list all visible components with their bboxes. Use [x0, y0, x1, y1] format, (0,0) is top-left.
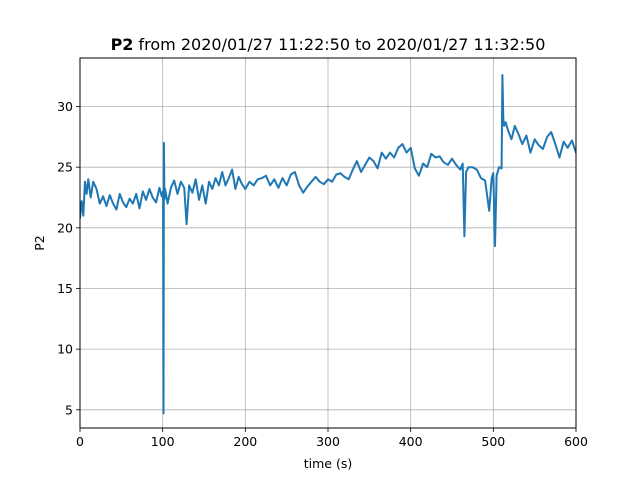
chart-title: P2 from 2020/01/27 11:22:50 to 2020/01/2…: [111, 35, 546, 54]
y-tick-label: 30: [57, 99, 73, 114]
series-layer: [80, 74, 576, 415]
y-tick-label: 15: [57, 281, 73, 296]
x-tick-label: 600: [564, 434, 588, 449]
x-tick-label: 200: [233, 434, 257, 449]
y-tick-label: 5: [65, 402, 73, 417]
x-tick-label: 100: [151, 434, 175, 449]
chart-title-rest: from 2020/01/27 11:22:50 to 2020/01/27 1…: [133, 35, 545, 54]
x-axis-ticks: 0 100 200 300 400 500 600: [76, 428, 588, 449]
x-tick-label: 0: [76, 434, 84, 449]
x-tick-label: 500: [481, 434, 505, 449]
x-tick-label: 300: [316, 434, 340, 449]
series-line-0: [80, 74, 576, 415]
y-tick-label: 20: [57, 220, 73, 235]
x-axis-label: time (s): [304, 456, 352, 471]
x-tick-label: 400: [399, 434, 423, 449]
y-axis-label: P2: [32, 235, 47, 251]
y-axis-ticks: 5 10 15 20 25 30: [57, 99, 80, 417]
y-tick-label: 25: [57, 160, 73, 175]
chart-title-bold: P2: [111, 35, 134, 54]
y-tick-label: 10: [57, 342, 73, 357]
